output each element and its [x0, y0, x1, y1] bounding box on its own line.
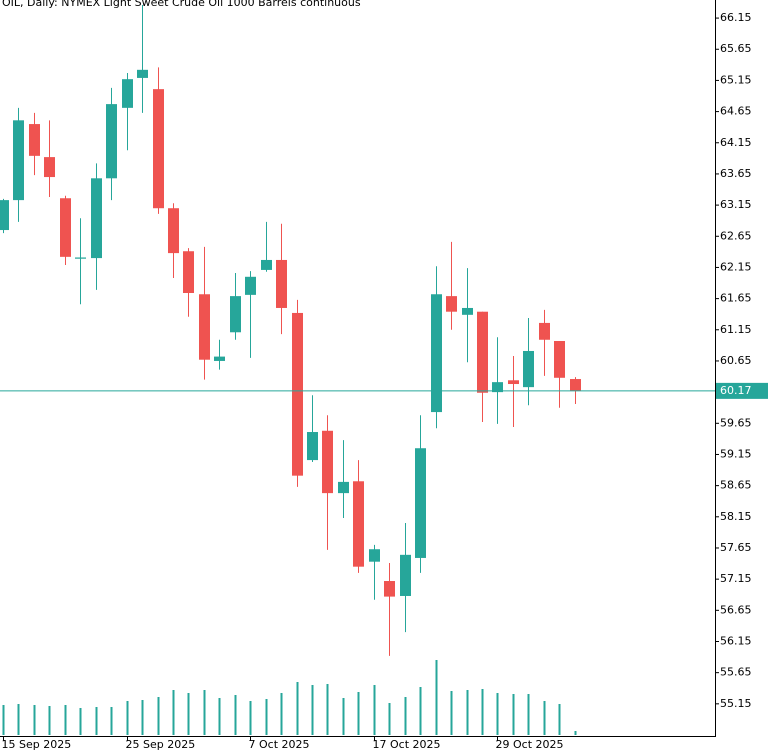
candle-body [183, 251, 194, 294]
candle-body [261, 259, 272, 270]
candle-body [199, 294, 210, 360]
x-tick-label: 25 Sep 2025 [126, 738, 196, 750]
y-tick-label: 55.65 [720, 666, 752, 679]
candle-body [29, 124, 40, 156]
candle-body [230, 296, 241, 333]
candle-body [570, 379, 581, 391]
candle-body [13, 120, 24, 201]
candle-body [462, 307, 473, 315]
candle-body [307, 432, 318, 461]
y-tick-label: 58.15 [720, 510, 752, 523]
last-price-box [716, 382, 768, 399]
y-tick-label: 55.15 [720, 697, 752, 710]
candle-body [292, 312, 303, 476]
last-price-label: 60.17 [720, 384, 752, 397]
candle-body [369, 549, 380, 562]
x-tick-label: 29 Oct 2025 [496, 738, 564, 750]
candle-body [322, 430, 333, 494]
y-tick-label: 59.15 [720, 447, 752, 460]
candle-body [168, 208, 179, 254]
candle-body [60, 198, 71, 257]
candle-body [400, 554, 411, 596]
y-tick-label: 65.65 [720, 42, 752, 55]
y-tick-label: 64.15 [720, 136, 752, 149]
candle-body [214, 356, 225, 361]
y-tick-label: 62.65 [720, 229, 752, 242]
candle-body [338, 481, 349, 494]
candle-body [477, 311, 488, 393]
candle-body [384, 581, 395, 597]
y-tick-label: 58.65 [720, 479, 752, 492]
candle-body [0, 200, 9, 231]
candle-body [415, 448, 426, 558]
chart-title: OIL, Daily: NYMEX Light Sweet Crude Oil … [2, 0, 361, 9]
candle-body [353, 481, 364, 567]
candle-body [122, 79, 133, 108]
y-tick-label: 63.65 [720, 167, 752, 180]
y-tick-label: 65.15 [720, 73, 752, 86]
candle-body [245, 276, 256, 295]
y-tick-label: 61.15 [720, 323, 752, 336]
x-tick-label: 7 Oct 2025 [249, 738, 310, 750]
candle-body [523, 350, 534, 388]
x-tick-label: 17 Oct 2025 [373, 738, 441, 750]
candle-body [106, 104, 117, 179]
y-tick-label: 57.65 [720, 541, 752, 554]
candle-body [44, 157, 55, 178]
y-tick-label: 56.15 [720, 634, 752, 647]
y-tick-label: 56.65 [720, 603, 752, 616]
y-tick-label: 59.65 [720, 416, 752, 429]
candle-body [153, 89, 164, 209]
y-tick-label: 57.15 [720, 572, 752, 585]
candle-body [554, 341, 565, 378]
y-tick-label: 61.65 [720, 292, 752, 305]
y-tick-label: 63.15 [720, 198, 752, 211]
candle-body [431, 294, 442, 413]
candle-body [137, 69, 148, 78]
candle-body [75, 257, 86, 259]
candle-body [492, 382, 503, 393]
x-tick-label: 15 Sep 2025 [2, 738, 72, 750]
candle-body [539, 322, 550, 340]
y-tick-label: 66.15 [720, 11, 752, 24]
candle-body [276, 259, 287, 308]
candle-body [508, 380, 519, 385]
y-tick-label: 62.15 [720, 260, 752, 273]
candle-body [446, 296, 457, 312]
y-tick-label: 64.65 [720, 105, 752, 118]
candle-body [91, 178, 102, 259]
y-tick-label: 60.65 [720, 354, 752, 367]
